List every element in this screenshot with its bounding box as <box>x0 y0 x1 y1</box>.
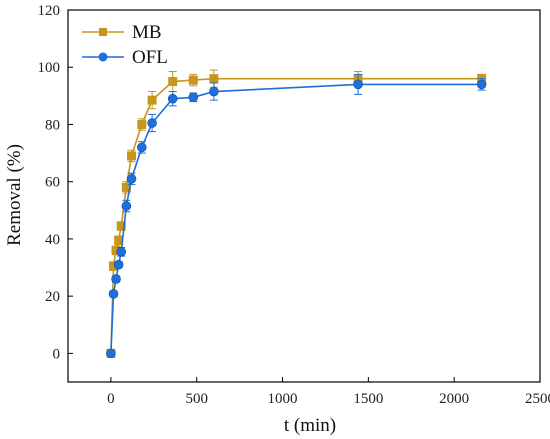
x-tick-label: 1000 <box>268 391 298 407</box>
data-point <box>147 95 157 105</box>
data-point <box>476 79 487 90</box>
data-point <box>111 274 121 284</box>
x-tick-label: 1500 <box>353 391 383 407</box>
x-tick-label: 500 <box>185 391 208 407</box>
data-point <box>126 174 137 184</box>
legend-label: OFL <box>132 47 168 68</box>
legend-marker <box>98 52 108 62</box>
data-point <box>113 259 124 270</box>
data-point <box>209 86 219 97</box>
series-ofl <box>106 73 487 359</box>
legend-label: MB <box>132 22 162 43</box>
data-point <box>137 119 147 129</box>
data-point <box>167 93 178 104</box>
series-mb <box>106 69 487 358</box>
y-tick-label: 40 <box>45 232 60 248</box>
data-point <box>209 74 219 84</box>
y-tick-label: 80 <box>45 117 60 133</box>
y-tick-label: 20 <box>45 289 60 305</box>
x-tick-label: 0 <box>107 391 115 407</box>
data-point <box>353 79 363 90</box>
plot-border <box>67 9 541 383</box>
legend-item-ofl: OFL <box>82 47 168 68</box>
data-point <box>168 77 178 87</box>
legend-marker <box>99 28 107 36</box>
series-layer <box>106 69 487 359</box>
legend-item-mb: MB <box>82 22 162 43</box>
y-tick-label: 60 <box>45 175 60 191</box>
plot-frame <box>67 9 541 383</box>
data-point <box>188 92 199 103</box>
data-point <box>106 348 116 359</box>
data-point <box>147 118 157 128</box>
data-point <box>137 142 147 153</box>
data-point <box>188 75 198 85</box>
x-axis-title: t (min) <box>284 415 336 436</box>
x-tick-label: 2000 <box>439 391 469 407</box>
y-axis-title: Removal (%) <box>4 144 25 246</box>
y-tick-label: 0 <box>53 346 61 362</box>
data-point <box>108 289 119 299</box>
data-point <box>121 201 132 211</box>
data-point <box>116 247 127 257</box>
y-tick-label: 120 <box>38 3 61 19</box>
series-line <box>110 77 482 354</box>
y-tick-label: 100 <box>38 60 61 76</box>
data-point <box>127 151 137 161</box>
series-line <box>110 83 482 354</box>
legend: MB OFL <box>82 22 168 68</box>
data-point <box>116 221 126 231</box>
